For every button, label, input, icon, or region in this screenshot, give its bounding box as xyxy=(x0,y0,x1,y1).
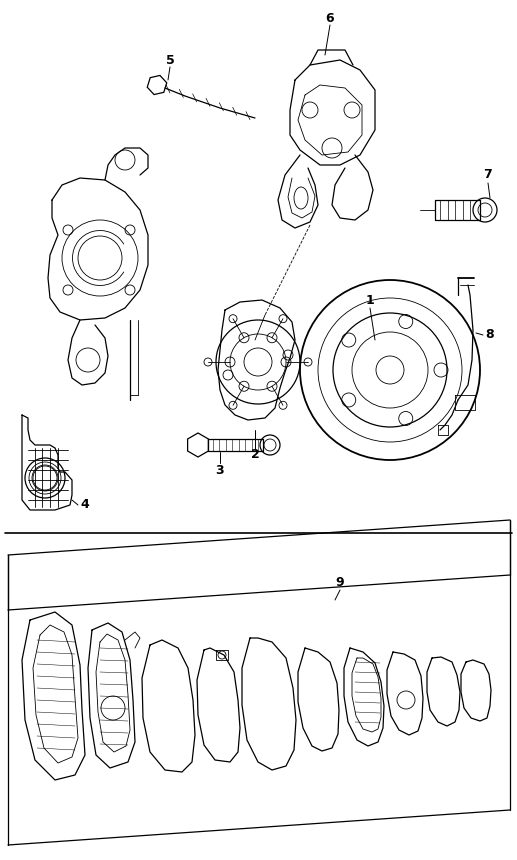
Text: 8: 8 xyxy=(485,329,494,341)
Text: 7: 7 xyxy=(483,169,492,181)
Text: 6: 6 xyxy=(326,11,334,24)
Text: 5: 5 xyxy=(165,53,174,66)
Text: 3: 3 xyxy=(216,464,224,476)
Text: 4: 4 xyxy=(81,499,89,512)
Text: 2: 2 xyxy=(251,449,260,462)
Text: 1: 1 xyxy=(366,293,374,306)
Text: 9: 9 xyxy=(336,575,344,588)
